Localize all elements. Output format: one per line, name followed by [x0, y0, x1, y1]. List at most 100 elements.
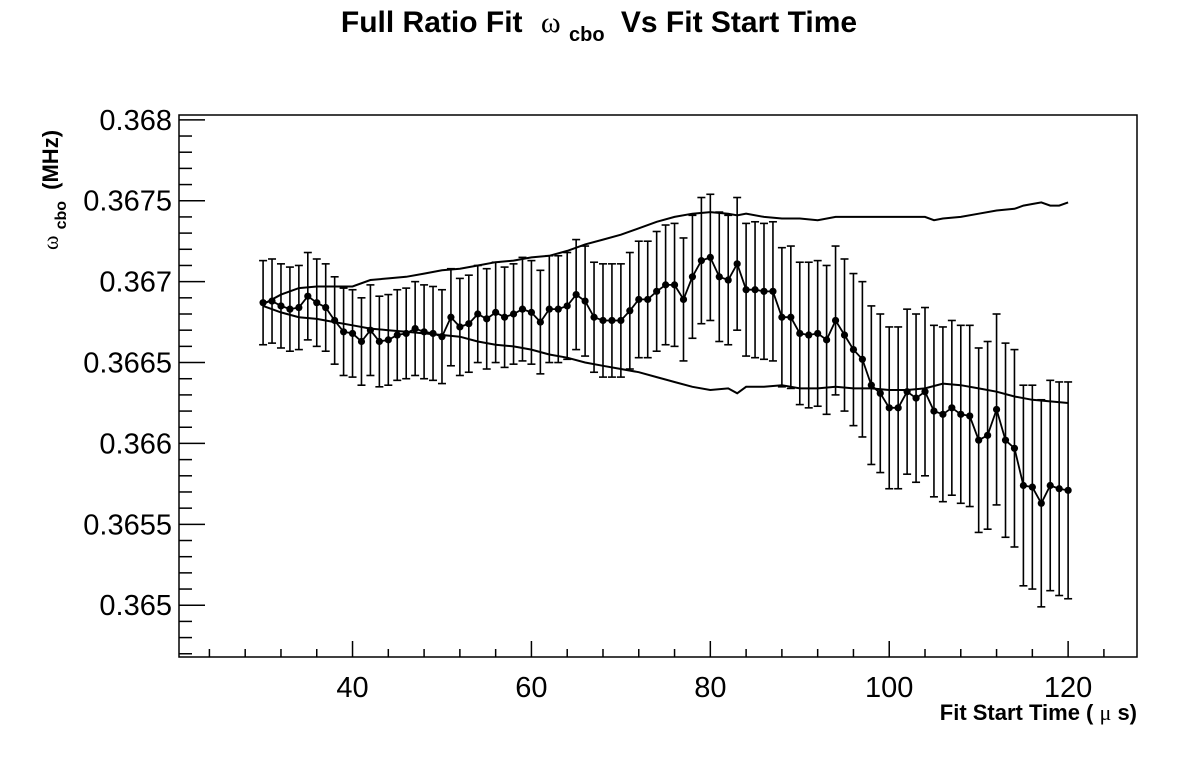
data-point	[635, 295, 643, 304]
data-point	[644, 295, 652, 304]
data-point	[599, 316, 607, 325]
data-point	[706, 253, 714, 261]
data-point	[930, 407, 938, 415]
data-point	[805, 331, 813, 339]
data-point	[840, 331, 849, 339]
data-point	[814, 329, 822, 338]
data-point	[456, 323, 464, 331]
data-point	[429, 329, 437, 338]
data-point	[322, 303, 330, 312]
data-point	[867, 381, 875, 389]
axes-layer: 40 60 80 100 120 0.365 0.3655 0.366 0.3665 0.367 0…	[83, 105, 1105, 704]
data-point	[885, 404, 893, 412]
data-point	[527, 308, 536, 316]
data-point	[1028, 483, 1036, 491]
data-point	[903, 388, 911, 396]
data-point	[1019, 481, 1027, 490]
data-point	[1046, 481, 1054, 490]
data-point	[420, 328, 428, 336]
data-point	[1055, 485, 1063, 493]
data-point	[751, 286, 759, 294]
data-point	[670, 281, 679, 289]
y-axis-title: ω cbo (MHz)	[38, 130, 71, 250]
data-point	[411, 324, 419, 333]
x-tick-label: 60	[515, 672, 547, 704]
data-point	[286, 305, 294, 313]
data-point	[778, 313, 786, 321]
data-point	[760, 287, 768, 295]
x-axis-title-unit: s)	[1117, 700, 1137, 725]
data-point	[313, 299, 321, 307]
data-point	[402, 329, 410, 338]
data-point	[858, 355, 866, 363]
data-point	[831, 316, 840, 325]
x-axis-title-symbol: μ	[1100, 700, 1112, 725]
data-point	[1010, 444, 1019, 452]
x-tick-label: 100	[865, 672, 913, 704]
data-point	[823, 336, 831, 344]
errorbar-layer	[259, 193, 1073, 608]
data-point	[536, 318, 544, 326]
chart-title-pre: Full Ratio Fit	[341, 6, 523, 39]
y-tick-label: 0.3665	[83, 348, 172, 380]
data-point	[912, 394, 920, 402]
data-point	[295, 303, 303, 312]
y-tick-label: 0.3675	[83, 186, 172, 218]
data-point	[697, 257, 705, 265]
data-point	[339, 328, 348, 336]
data-point	[500, 313, 509, 321]
chart-title: Full Ratio Fit ω cbo Vs Fit Start Time	[341, 6, 857, 48]
data-point	[483, 315, 491, 323]
y-tick-label: 0.3655	[83, 509, 172, 541]
data-point	[375, 337, 383, 346]
data-point	[438, 333, 446, 341]
data-point	[259, 299, 267, 307]
data-point	[769, 287, 777, 295]
y-tick-label: 0.368	[99, 105, 172, 137]
data-point	[572, 290, 580, 299]
data-point	[590, 313, 598, 321]
data-point	[554, 305, 562, 313]
data-point	[545, 305, 553, 313]
data-point	[715, 273, 723, 281]
data-point	[939, 410, 947, 418]
data-point	[331, 316, 339, 325]
points-layer	[259, 253, 1072, 507]
data-point	[348, 329, 357, 338]
data-point	[366, 326, 375, 334]
x-axis-title: Fit Start Time ( μ s)	[940, 700, 1137, 725]
x-tick-label: 80	[694, 672, 726, 704]
y-axis-title-unit: (MHz)	[38, 130, 63, 190]
y-axis-title-symbol: ω	[38, 236, 63, 250]
y-tick-label: 0.367	[99, 267, 172, 299]
data-point	[393, 331, 401, 339]
data-point	[1001, 436, 1010, 444]
data-point	[617, 316, 625, 325]
plot-frame	[178, 114, 1138, 658]
data-point	[894, 404, 902, 412]
x-tick-label: 40	[336, 672, 368, 704]
data-point	[384, 336, 392, 344]
data-point	[984, 431, 992, 439]
data-point	[1064, 486, 1072, 494]
data-point	[662, 281, 670, 289]
data-point	[948, 404, 956, 412]
data-point	[492, 308, 500, 316]
data-point	[474, 310, 482, 318]
y-tick-label: 0.365	[99, 590, 172, 622]
data-point	[608, 316, 616, 325]
data-point	[447, 313, 455, 321]
data-point	[268, 297, 276, 305]
data-point	[518, 305, 527, 313]
data-point	[876, 389, 884, 397]
data-point	[304, 292, 312, 300]
data-point	[626, 307, 634, 315]
data-point	[849, 345, 858, 354]
data-point	[742, 286, 750, 294]
data-point	[787, 313, 795, 321]
data-point	[277, 302, 285, 310]
chart-title-post: Vs Fit Start Time	[621, 6, 857, 39]
data-point	[563, 302, 571, 310]
